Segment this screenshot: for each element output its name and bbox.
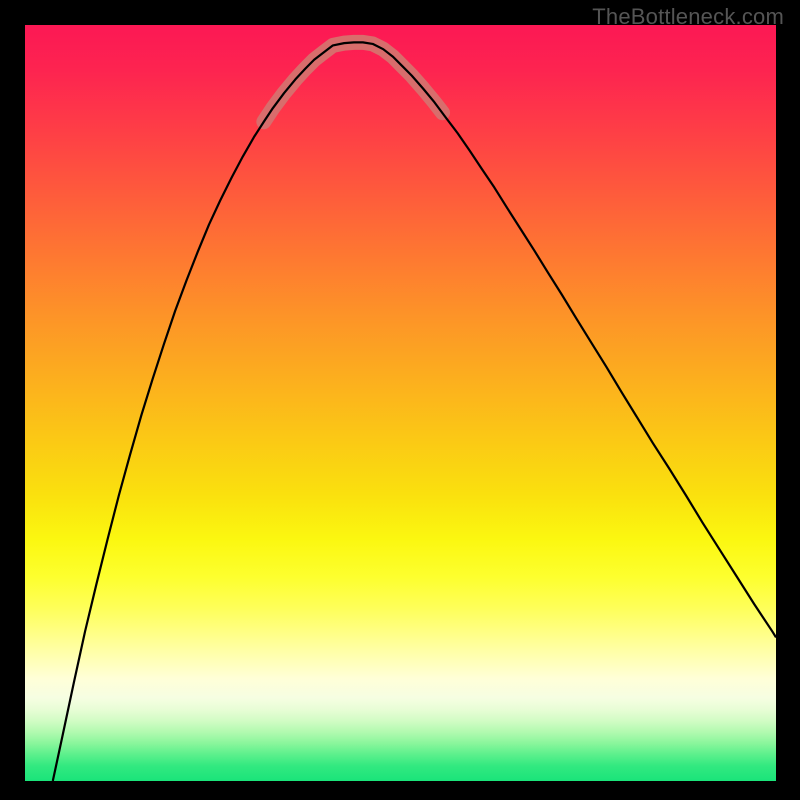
bottleneck-highlight-curve: [264, 42, 443, 121]
chart-curve-layer: [25, 25, 776, 781]
chart-plot-area: [25, 25, 776, 781]
watermark-text: TheBottleneck.com: [592, 4, 784, 30]
bottleneck-main-curve: [53, 42, 776, 781]
